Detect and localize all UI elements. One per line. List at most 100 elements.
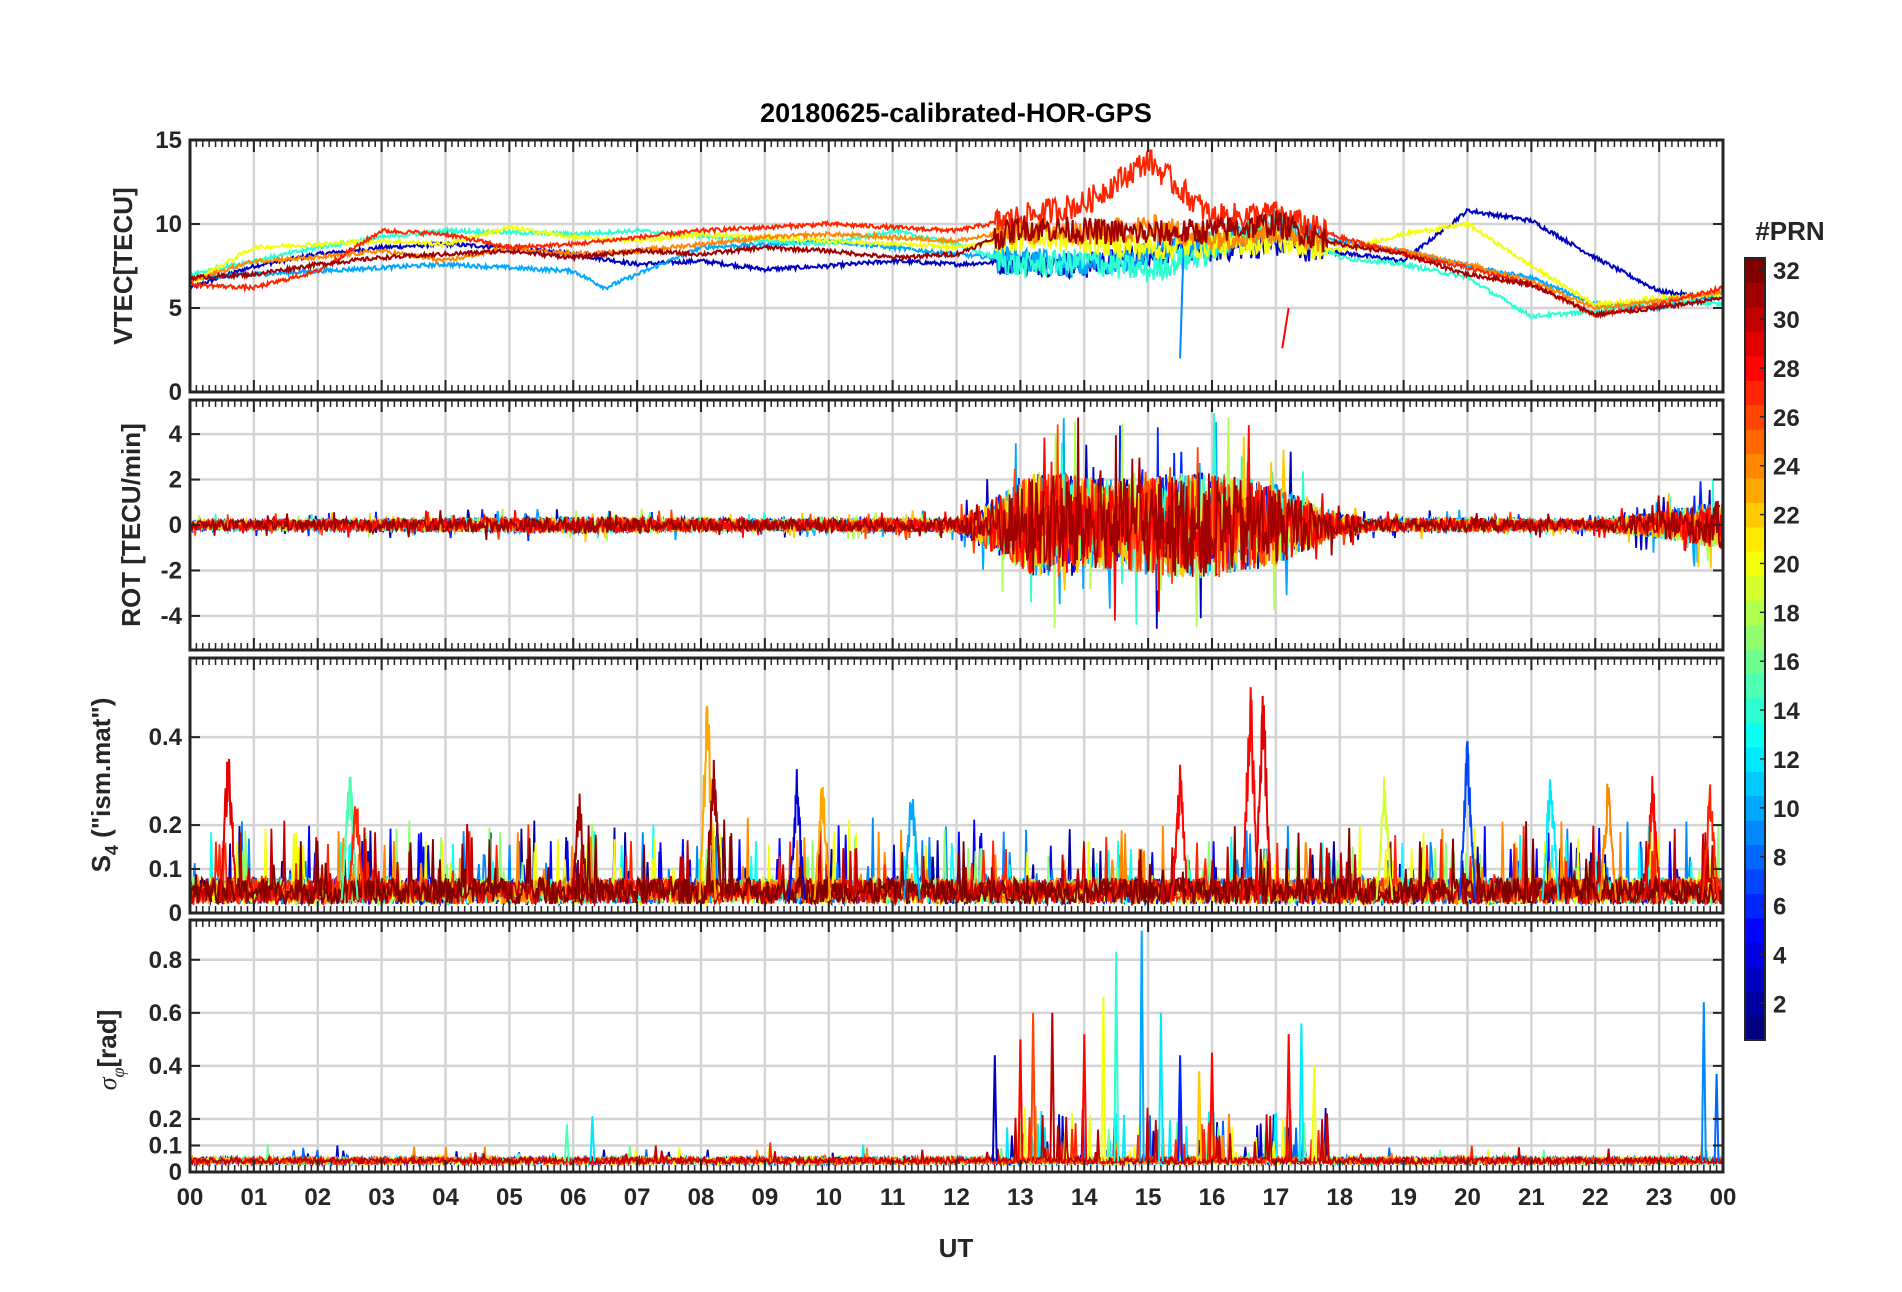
sigma-peak bbox=[1324, 1113, 1330, 1162]
sigma-peak bbox=[1138, 930, 1145, 1162]
s4-label-rest: ("ism.mat") bbox=[86, 698, 116, 845]
xtick-label: 14 bbox=[1071, 1184, 1098, 1211]
xtick-label: 23 bbox=[1646, 1184, 1673, 1211]
sigma-peak bbox=[1298, 1023, 1305, 1162]
sigma-peak bbox=[1081, 1034, 1088, 1162]
colorbar-swatch bbox=[1745, 966, 1765, 992]
xtick-label: 16 bbox=[1199, 1184, 1226, 1211]
xtick-label: 00 bbox=[1710, 1184, 1737, 1211]
sigma-peak bbox=[563, 1124, 570, 1162]
panel-vtec-ytick-labels: 0 5 10 15 bbox=[155, 127, 182, 406]
panel-rot-lines bbox=[190, 413, 1723, 629]
colorbar-swatch bbox=[1745, 893, 1765, 919]
colorbar-swatch bbox=[1745, 355, 1765, 381]
s4-peak bbox=[1375, 776, 1394, 900]
sigma-peak bbox=[1017, 1039, 1024, 1162]
s4-label-sub: 4 bbox=[102, 845, 122, 855]
panel-sigma-ytick-labels: 00.10.2 0.4 0.6 0.8 bbox=[149, 947, 183, 1186]
s4-series-prn-32 bbox=[190, 819, 1723, 908]
colorbar-swatch bbox=[1745, 722, 1765, 748]
colorbar-swatch bbox=[1745, 477, 1765, 503]
colorbar-swatch bbox=[1745, 282, 1765, 308]
colorbar-tick-label: 12 bbox=[1773, 747, 1800, 774]
panel-s4: 0 0.1 0.2 0.4 S4 ("ism.mat") bbox=[86, 656, 1725, 927]
s4-peak bbox=[347, 806, 366, 900]
colorbar-tick-label: 20 bbox=[1773, 551, 1800, 578]
sigma-peak bbox=[1158, 1012, 1164, 1162]
rot-series-prn-31 bbox=[190, 417, 1723, 577]
xtick-label: 20 bbox=[1454, 1184, 1481, 1211]
sigma-peak bbox=[1030, 1012, 1037, 1162]
s4-peak bbox=[1458, 740, 1477, 900]
vtec-series-prn-3 bbox=[190, 207, 1723, 302]
xtick-label: 04 bbox=[432, 1184, 459, 1211]
ytick-label: 15 bbox=[155, 127, 182, 154]
xtick-label: 15 bbox=[1135, 1184, 1162, 1211]
s4-peak bbox=[1241, 687, 1260, 900]
ytick-label: 10 bbox=[155, 211, 182, 238]
colorbar-swatch bbox=[1745, 991, 1765, 1017]
ytick-label: 0 bbox=[169, 379, 182, 406]
sigma-peak bbox=[1209, 1052, 1215, 1162]
ytick-label: 5 bbox=[169, 295, 182, 322]
panel-vtec-ylabel: VTEC[TECU] bbox=[108, 187, 138, 344]
sigma-peak bbox=[1285, 1034, 1292, 1162]
colorbar-swatch bbox=[1745, 697, 1765, 723]
colorbar-swatch bbox=[1745, 306, 1765, 332]
xtick-label: 05 bbox=[496, 1184, 523, 1211]
ytick-label: 0.4 bbox=[149, 724, 183, 751]
sigma-peak bbox=[1049, 1012, 1056, 1162]
colorbar-swatch bbox=[1745, 673, 1765, 699]
panel-s4-ylabel: S4 ("ism.mat") bbox=[86, 698, 122, 873]
chart-title: 20180625-calibrated-HOR-GPS bbox=[760, 98, 1152, 128]
panel-rot-ytick-labels: -4 -2 0 2 4 bbox=[161, 421, 183, 630]
colorbar-gradient bbox=[1745, 258, 1765, 1041]
xtick-label: 03 bbox=[368, 1184, 395, 1211]
colorbar-swatch bbox=[1745, 795, 1765, 821]
xtick-label: 19 bbox=[1390, 1184, 1417, 1211]
colorbar-tick-label: 14 bbox=[1773, 698, 1800, 725]
xtick-label: 02 bbox=[304, 1184, 331, 1211]
colorbar-tick-label: 4 bbox=[1773, 942, 1787, 969]
panel-vtec-lines bbox=[190, 149, 1723, 359]
colorbar-tick-label: 10 bbox=[1773, 796, 1800, 823]
s4-peak bbox=[1541, 779, 1560, 900]
colorbar-label: #PRN bbox=[1755, 216, 1824, 246]
colorbar-tick-label: 24 bbox=[1773, 454, 1800, 481]
ytick-label: -4 bbox=[161, 603, 183, 630]
vtec-series-prn-20 bbox=[190, 219, 1723, 310]
colorbar-swatch bbox=[1745, 404, 1765, 430]
x-tick-labels: 00 01 02 03 04 05 06 07 08 09 10 11 12 13 14 15 16 17 18 19… bbox=[177, 1184, 1737, 1211]
sigma-peak bbox=[1113, 951, 1120, 1162]
xtick-label: 10 bbox=[815, 1184, 842, 1211]
xtick-label: 13 bbox=[1007, 1184, 1034, 1211]
colorbar-tick-label: 18 bbox=[1773, 600, 1800, 627]
s4-peak bbox=[813, 786, 832, 900]
s4-peak bbox=[1599, 783, 1617, 900]
colorbar-swatch bbox=[1745, 380, 1765, 406]
ytick-label: -2 bbox=[161, 557, 182, 584]
panel-s4-ytick-labels: 0 0.1 0.2 0.4 bbox=[149, 724, 183, 927]
panel-rot-ticks bbox=[189, 400, 1724, 650]
colorbar-tick-label: 28 bbox=[1773, 356, 1800, 383]
s4-peak bbox=[1254, 695, 1273, 900]
s4-peak bbox=[570, 793, 589, 900]
ytick-label: 0.1 bbox=[149, 856, 182, 883]
colorbar-swatch bbox=[1745, 868, 1765, 894]
colorbar-tick-label: 8 bbox=[1773, 845, 1786, 872]
colorbar-tick-label: 32 bbox=[1773, 258, 1800, 285]
colorbar-swatch bbox=[1745, 575, 1765, 601]
colorbar-swatch bbox=[1745, 1015, 1765, 1041]
xtick-label: 07 bbox=[624, 1184, 651, 1211]
panel-sigma-ylabel: σφ[rad] bbox=[92, 1010, 128, 1091]
ytick-label: 0.6 bbox=[149, 1000, 182, 1027]
s4-label-main: S bbox=[86, 855, 116, 872]
panel-sigma-ticks bbox=[189, 920, 1724, 1173]
colorbar-tick-label: 22 bbox=[1773, 503, 1800, 530]
ytick-label: 0 bbox=[169, 512, 182, 539]
xtick-label: 09 bbox=[752, 1184, 779, 1211]
xtick-label: 12 bbox=[943, 1184, 970, 1211]
colorbar-swatch bbox=[1745, 942, 1765, 968]
